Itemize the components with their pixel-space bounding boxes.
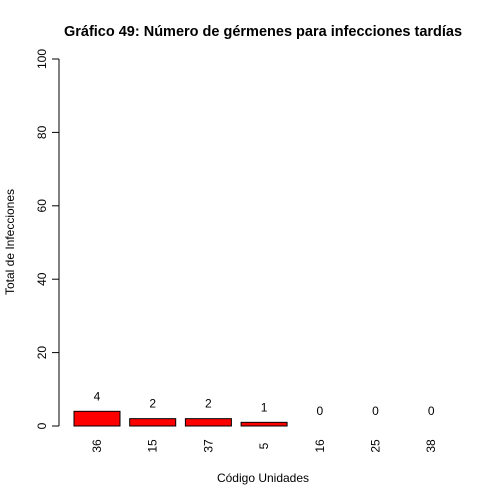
y-tick-label: 80 — [35, 125, 49, 139]
y-axis-label: Total de Infecciones — [3, 189, 17, 295]
bar-data-label: 2 — [205, 397, 212, 411]
bar-data-label: 0 — [316, 404, 323, 418]
y-tick-label: 0 — [35, 422, 49, 429]
x-tick-label: 25 — [369, 439, 383, 453]
bar — [240, 421, 288, 427]
x-tick-label: 37 — [201, 439, 215, 453]
y-tick-label: 40 — [35, 272, 49, 286]
bar-data-label: 2 — [149, 397, 156, 411]
bar-data-label: 0 — [428, 404, 435, 418]
x-tick-labels-group: 36 15 37 5 16 25 38 — [90, 439, 438, 453]
x-tick-label: 38 — [424, 439, 438, 453]
data-labels-group: 4 2 2 1 0 0 0 — [94, 389, 435, 418]
bar — [129, 418, 177, 427]
y-tick-label: 60 — [35, 199, 49, 213]
x-tick-label: 16 — [313, 439, 327, 453]
x-axis-label: Código Unidades — [217, 471, 309, 485]
y-tick-label: 100 — [35, 49, 49, 69]
x-tick-label: 5 — [257, 442, 271, 449]
x-tick-label: 36 — [90, 439, 104, 453]
bar-data-label: 4 — [94, 389, 101, 403]
bars-group — [73, 410, 288, 427]
y-axis: 0 20 40 60 80 100 — [35, 49, 59, 429]
bar — [184, 418, 232, 427]
bar-data-label: 1 — [261, 400, 268, 414]
chart-title: Gráfico 49: Número de gérmenes para infe… — [64, 24, 462, 40]
y-tick-label: 20 — [35, 346, 49, 360]
x-tick-label: 15 — [146, 439, 160, 453]
bar-data-label: 0 — [372, 404, 379, 418]
bar — [73, 410, 121, 427]
